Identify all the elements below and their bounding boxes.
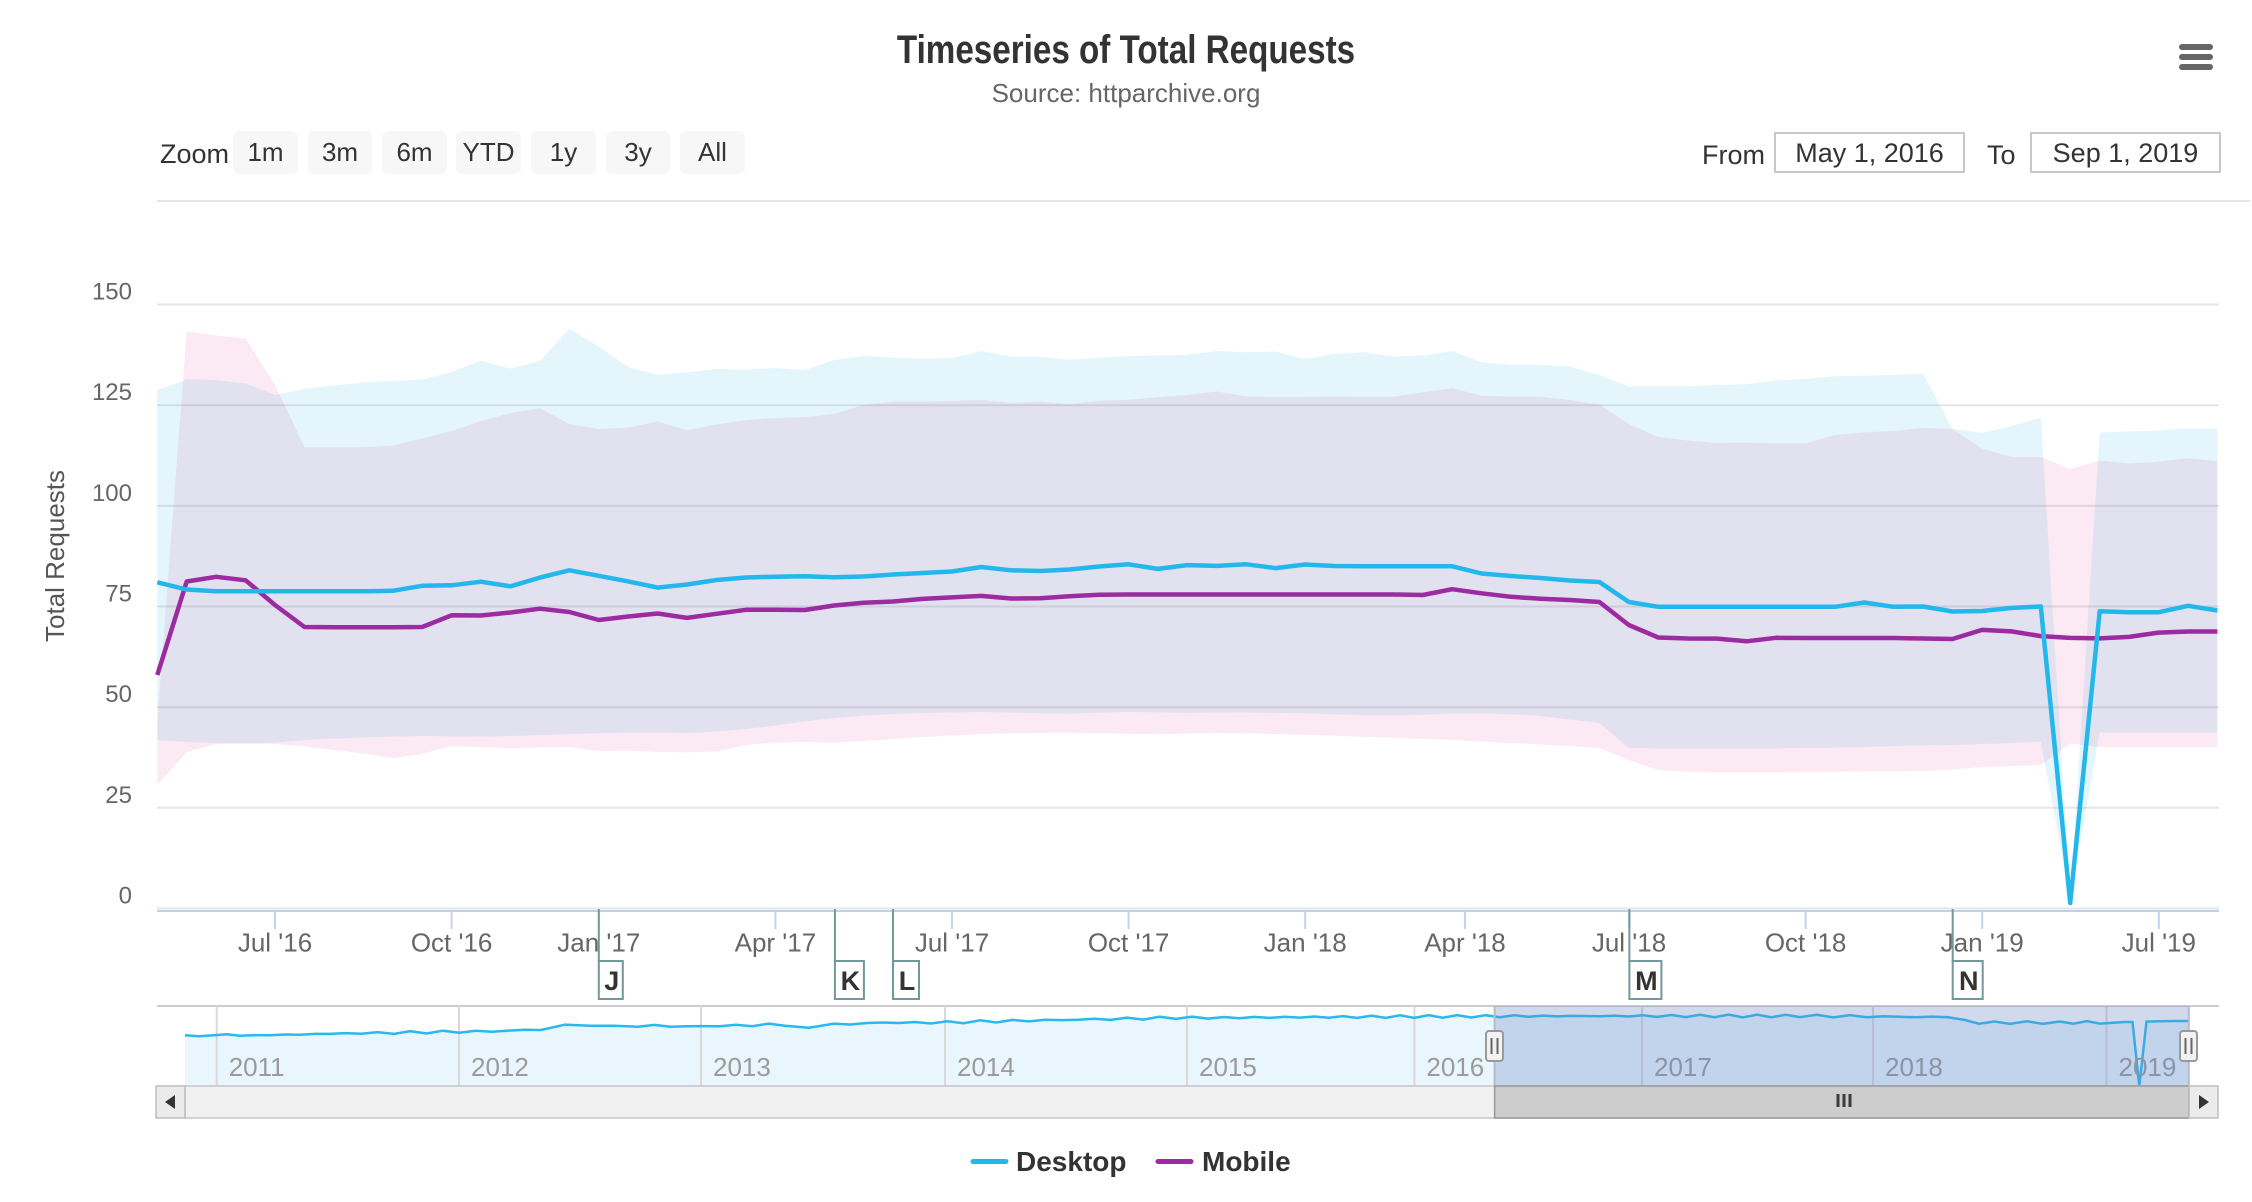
svg-text:Jul '19: Jul '19 <box>2122 928 2196 958</box>
svg-text:Jul '16: Jul '16 <box>238 928 312 958</box>
svg-text:2014: 2014 <box>957 1052 1015 1082</box>
svg-text:Oct '17: Oct '17 <box>1088 928 1170 958</box>
svg-text:Apr '17: Apr '17 <box>735 928 817 958</box>
svg-text:75: 75 <box>105 581 132 608</box>
svg-text:M: M <box>1635 966 1658 996</box>
svg-text:2012: 2012 <box>471 1052 529 1082</box>
svg-text:2019: 2019 <box>2119 1052 2177 1082</box>
svg-text:100: 100 <box>92 480 132 507</box>
svg-text:Total Requests: Total Requests <box>40 470 70 642</box>
svg-text:Oct '18: Oct '18 <box>1765 928 1847 958</box>
svg-text:2013: 2013 <box>713 1052 771 1082</box>
svg-text:2016: 2016 <box>1426 1052 1484 1082</box>
svg-text:N: N <box>1959 966 1979 996</box>
svg-text:2017: 2017 <box>1654 1052 1712 1082</box>
svg-text:Jan '18: Jan '18 <box>1264 928 1347 958</box>
svg-text:L: L <box>899 966 916 996</box>
svg-text:2018: 2018 <box>1885 1052 1943 1082</box>
svg-text:Apr '18: Apr '18 <box>1424 928 1506 958</box>
svg-text:Jan '19: Jan '19 <box>1941 928 2024 958</box>
svg-text:50: 50 <box>105 681 132 708</box>
svg-text:J: J <box>604 966 619 996</box>
svg-text:2015: 2015 <box>1199 1052 1257 1082</box>
svg-text:125: 125 <box>92 379 132 406</box>
svg-text:K: K <box>841 966 861 996</box>
svg-text:Mobile: Mobile <box>1202 1146 1291 1177</box>
svg-text:25: 25 <box>105 782 132 809</box>
svg-text:2011: 2011 <box>229 1052 285 1082</box>
svg-text:Desktop: Desktop <box>1016 1146 1126 1177</box>
svg-text:0: 0 <box>119 883 132 910</box>
svg-text:Oct '16: Oct '16 <box>411 928 493 958</box>
svg-text:Jul '17: Jul '17 <box>915 928 989 958</box>
svg-text:150: 150 <box>92 279 132 306</box>
